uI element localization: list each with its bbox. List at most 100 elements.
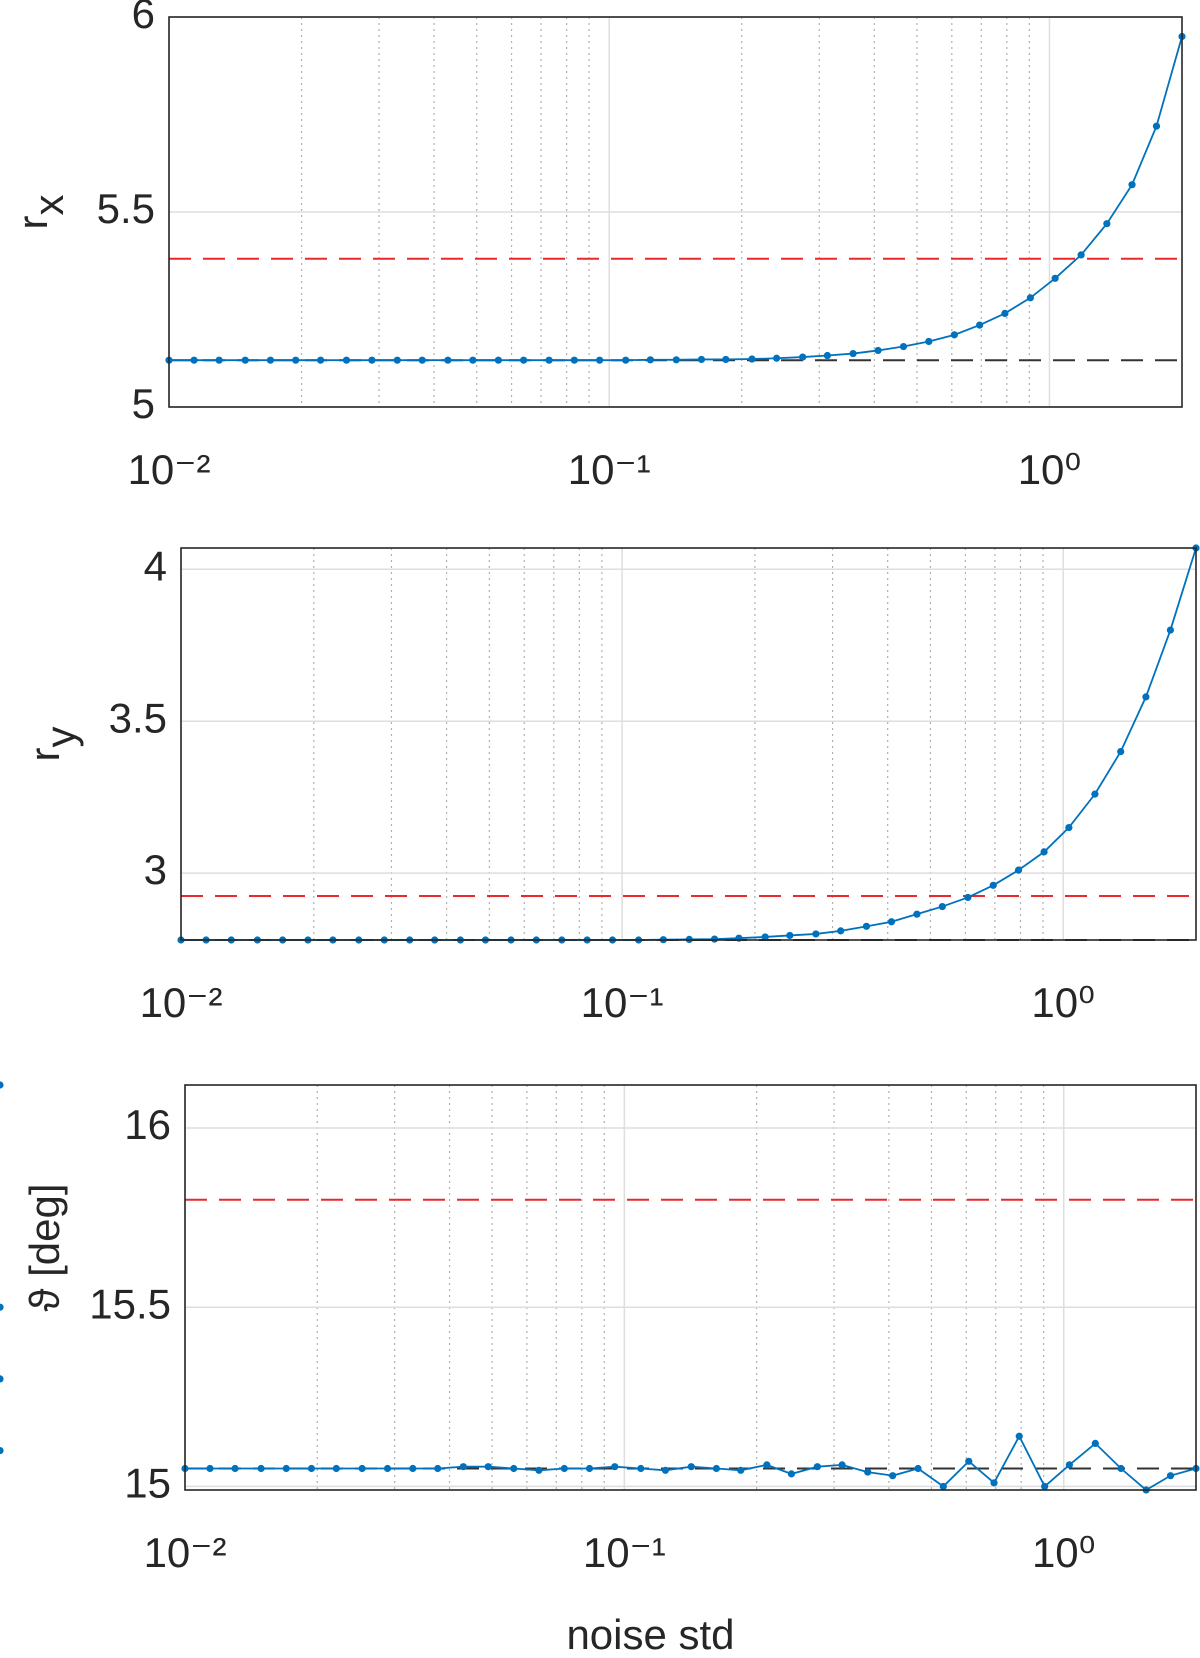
axes-box [184,1084,1197,1491]
data-point [864,1468,872,1476]
data-point [812,930,820,938]
data-point [332,1464,340,1473]
data-point [368,356,376,364]
x-tick-label: 10⁻² [140,979,223,1026]
data-point [190,356,198,364]
data-point [763,1461,771,1469]
data-point [560,1464,568,1473]
data-point [570,356,578,364]
data-point [1117,1464,1125,1473]
x-tick-label: 10⁻² [128,446,211,493]
data-point [1142,693,1150,701]
data-point [939,1482,947,1491]
data-point [823,351,831,360]
data-point [307,1464,316,1473]
data-point [646,356,654,364]
data-point [914,1464,922,1473]
data-point [722,355,730,364]
x-tick-label: 10⁻¹ [581,979,664,1026]
series-line [181,547,1197,941]
y-axis-label: ry [21,727,84,762]
data-point [1040,848,1048,856]
data-point [964,893,972,902]
data-point [1051,274,1059,282]
data-point [672,356,680,364]
data-point [459,1463,467,1471]
data-point [1014,866,1023,874]
x-tick-label: 10⁰ [1032,1529,1096,1576]
data-point [545,356,553,364]
y-tick-label: 5 [132,380,155,427]
data-point [710,935,719,943]
x-tick-label: 10⁻¹ [568,446,651,493]
data-point [976,321,984,329]
x-axis-label: noise std [566,1611,734,1658]
data-point [1166,626,1175,634]
y-tick-label: 15 [124,1460,171,1507]
data-point [596,356,604,364]
data-point [990,1479,998,1487]
data-point [849,349,857,358]
data-point [317,356,325,364]
data-point [535,1466,543,1474]
data-point [761,933,769,941]
data-point [813,1463,821,1471]
y-tick-label: 6 [132,0,155,37]
data-point [1128,181,1136,189]
data-point [1015,1432,1023,1440]
data-point [874,346,882,355]
axes-box [180,547,1197,941]
data-point [697,355,706,364]
data-point [889,1472,897,1480]
x-tick-label: 10⁰ [1018,446,1082,493]
data-point [0,1446,4,1455]
data-point [938,902,946,911]
data-point [1091,790,1099,798]
data-point [622,356,630,364]
data-point [206,1464,214,1473]
data-point [913,910,921,918]
data-point [1065,1461,1073,1469]
data-point [637,1464,645,1473]
subplot: 10⁻² 10⁻¹ 10⁰ 15 15.5 16 ϑ [deg] noise std [0,1081,1200,1658]
data-point [786,931,794,940]
y-axis-label: rx [9,195,72,230]
data-point [989,881,997,889]
data-point [1041,1482,1049,1491]
data-point [950,331,958,339]
y-tick-label: 3 [144,846,167,893]
data-point [773,354,781,362]
data-point [611,1463,619,1471]
data-point [231,1464,239,1473]
data-point [661,1466,670,1474]
data-point [1065,823,1073,832]
data-point [737,1466,745,1474]
data-point [799,353,807,361]
subplot: 10⁻² 10⁻¹ 10⁰ 3 3.5 4 ry [21,542,1200,1026]
data-point [257,1464,265,1473]
data-point [342,356,351,364]
data-point [862,922,871,930]
data-point [787,1470,796,1478]
subplot: 10⁻² 10⁻¹ 10⁰ 5 5.5 6 rx [9,0,1186,493]
data-point [1077,251,1085,259]
y-axis-label-text: r [21,748,68,762]
data-point [1166,1472,1175,1480]
data-point [1152,122,1161,130]
data-point [282,1464,290,1473]
data-point [520,356,528,364]
series-line [185,1434,1197,1492]
y-axis-label-sub: y [37,727,84,748]
axes-box [168,16,1183,408]
data-point [494,356,502,364]
data-point [434,1464,442,1473]
data-point [585,1464,594,1473]
y-tick-label: 3.5 [109,694,167,741]
data-point [469,356,477,364]
y-tick-label: 16 [124,1101,171,1148]
data-point [1001,309,1009,317]
x-tick-label: 10⁰ [1031,979,1095,1026]
data-point [1026,294,1034,302]
data-point [444,356,452,364]
